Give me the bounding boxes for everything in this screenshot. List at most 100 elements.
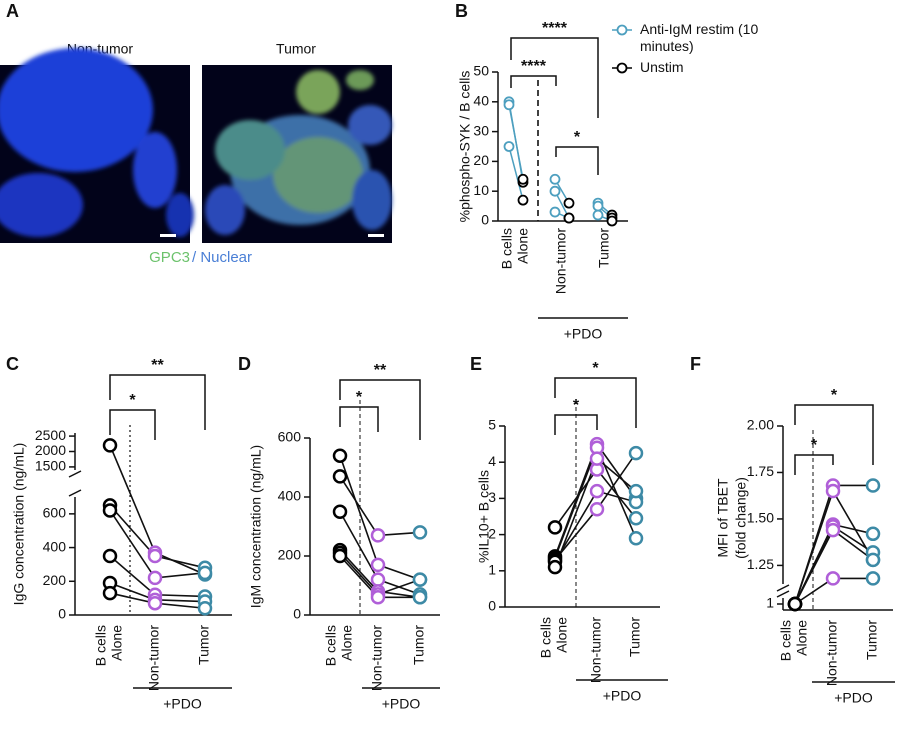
y-tick-label: 1.25 bbox=[747, 556, 774, 572]
stain-label: / Nuclear bbox=[192, 249, 252, 266]
micrograph bbox=[0, 48, 194, 243]
axis-break bbox=[776, 590, 790, 598]
y-tick-label: 200 bbox=[43, 572, 67, 588]
point bbox=[589, 502, 605, 517]
point bbox=[370, 572, 386, 587]
sig-label: * bbox=[831, 387, 838, 404]
sig-bracket bbox=[339, 406, 379, 432]
panel-letter: E bbox=[470, 354, 482, 374]
point bbox=[865, 552, 881, 568]
x-tick-label: Tumor bbox=[627, 617, 643, 657]
x-tick-label: Alone bbox=[794, 620, 810, 656]
y-tick-label: 2000 bbox=[35, 442, 66, 458]
point bbox=[549, 173, 561, 185]
point bbox=[102, 548, 118, 564]
x-tick-label: Tumor bbox=[596, 228, 612, 268]
y-tick-label: 10 bbox=[473, 182, 489, 198]
point bbox=[370, 557, 386, 573]
panel-letter: F bbox=[690, 354, 701, 374]
y-tick-label: 1 bbox=[766, 595, 774, 611]
point bbox=[147, 548, 163, 564]
pair-line bbox=[508, 104, 524, 180]
sig-label: * bbox=[574, 129, 581, 146]
axis-break bbox=[68, 489, 82, 497]
y-tick-label: 600 bbox=[43, 505, 67, 521]
x-tick-label: Alone bbox=[109, 625, 125, 661]
point bbox=[102, 503, 118, 518]
point bbox=[825, 483, 841, 499]
point bbox=[412, 572, 428, 587]
x-tick-label: B cells bbox=[323, 625, 339, 666]
x-tick-label: Non-tumor bbox=[824, 620, 840, 686]
point bbox=[517, 194, 529, 206]
micrograph bbox=[202, 65, 392, 243]
x-tick-label: Non-tumor bbox=[588, 617, 604, 683]
x-tick-label: Non-tumor bbox=[553, 228, 569, 294]
axis-break bbox=[68, 470, 82, 478]
group-label: +PDO bbox=[564, 326, 603, 342]
y-tick-label: 50 bbox=[473, 63, 489, 79]
y-tick-label: 0 bbox=[293, 606, 301, 622]
point bbox=[517, 173, 529, 185]
y-tick-label: 1 bbox=[488, 562, 496, 578]
point bbox=[332, 448, 348, 463]
y-tick-label: 20 bbox=[473, 152, 489, 168]
panel-letter: C bbox=[6, 354, 19, 374]
point bbox=[825, 522, 841, 538]
group-label: +PDO bbox=[603, 688, 642, 704]
y-axis-label: MFI of TBET bbox=[715, 478, 731, 558]
point bbox=[865, 526, 881, 542]
y-tick-label: 1.50 bbox=[747, 510, 774, 526]
x-tick-label: B cells bbox=[778, 620, 794, 661]
point bbox=[412, 590, 428, 605]
sig-bracket bbox=[109, 409, 156, 440]
y-axis-label: %IL10+ B cells bbox=[476, 470, 492, 563]
sig-bracket bbox=[510, 75, 557, 88]
axis-break bbox=[776, 584, 790, 592]
point bbox=[589, 451, 605, 466]
sig-label: * bbox=[356, 389, 363, 406]
point bbox=[412, 525, 428, 540]
y-tick-label: 2.00 bbox=[747, 417, 774, 433]
y-tick-label: 400 bbox=[278, 488, 302, 504]
donor-line bbox=[794, 489, 874, 605]
x-tick-label: Alone bbox=[339, 625, 355, 661]
point bbox=[503, 99, 515, 111]
x-tick-label: Tumor bbox=[196, 625, 212, 665]
sig-bracket bbox=[554, 414, 598, 435]
y-tick-label: 400 bbox=[43, 538, 67, 554]
point bbox=[628, 445, 644, 461]
x-tick-label: B cells bbox=[538, 617, 554, 658]
group-label: +PDO bbox=[163, 696, 202, 712]
panel-letter: A bbox=[6, 1, 19, 21]
sig-bracket bbox=[554, 377, 637, 428]
y-axis-label: IgG concentration (ng/mL) bbox=[11, 443, 27, 606]
panel-letter: B bbox=[455, 1, 468, 21]
point bbox=[628, 511, 644, 526]
point bbox=[332, 469, 348, 484]
point bbox=[563, 197, 575, 209]
sig-bracket bbox=[794, 454, 834, 475]
sig-label: * bbox=[811, 437, 818, 454]
point bbox=[332, 548, 348, 564]
y-tick-label: 4 bbox=[488, 453, 496, 469]
y-axis-label: IgM concentration (ng/mL) bbox=[248, 445, 264, 608]
x-tick-label: B cells bbox=[93, 625, 109, 666]
y-tick-label: 1500 bbox=[35, 458, 66, 474]
y-axis-label: %phospho-SYK / B cells bbox=[457, 71, 473, 223]
point bbox=[102, 438, 118, 453]
y-tick-label: 0 bbox=[481, 212, 489, 228]
donor-line bbox=[339, 475, 421, 537]
x-tick-label: Tumor bbox=[864, 620, 880, 660]
y-tick-label: 1.75 bbox=[747, 463, 774, 479]
x-tick-label: Alone bbox=[554, 617, 570, 653]
y-axis-label: (fold change) bbox=[733, 477, 749, 559]
y-tick-label: 3 bbox=[488, 489, 496, 505]
x-tick-label: Alone bbox=[515, 228, 531, 264]
x-tick-label: Tumor bbox=[411, 625, 427, 665]
sig-label: * bbox=[129, 392, 136, 409]
sig-bracket bbox=[510, 37, 599, 118]
sig-label: * bbox=[592, 360, 599, 377]
